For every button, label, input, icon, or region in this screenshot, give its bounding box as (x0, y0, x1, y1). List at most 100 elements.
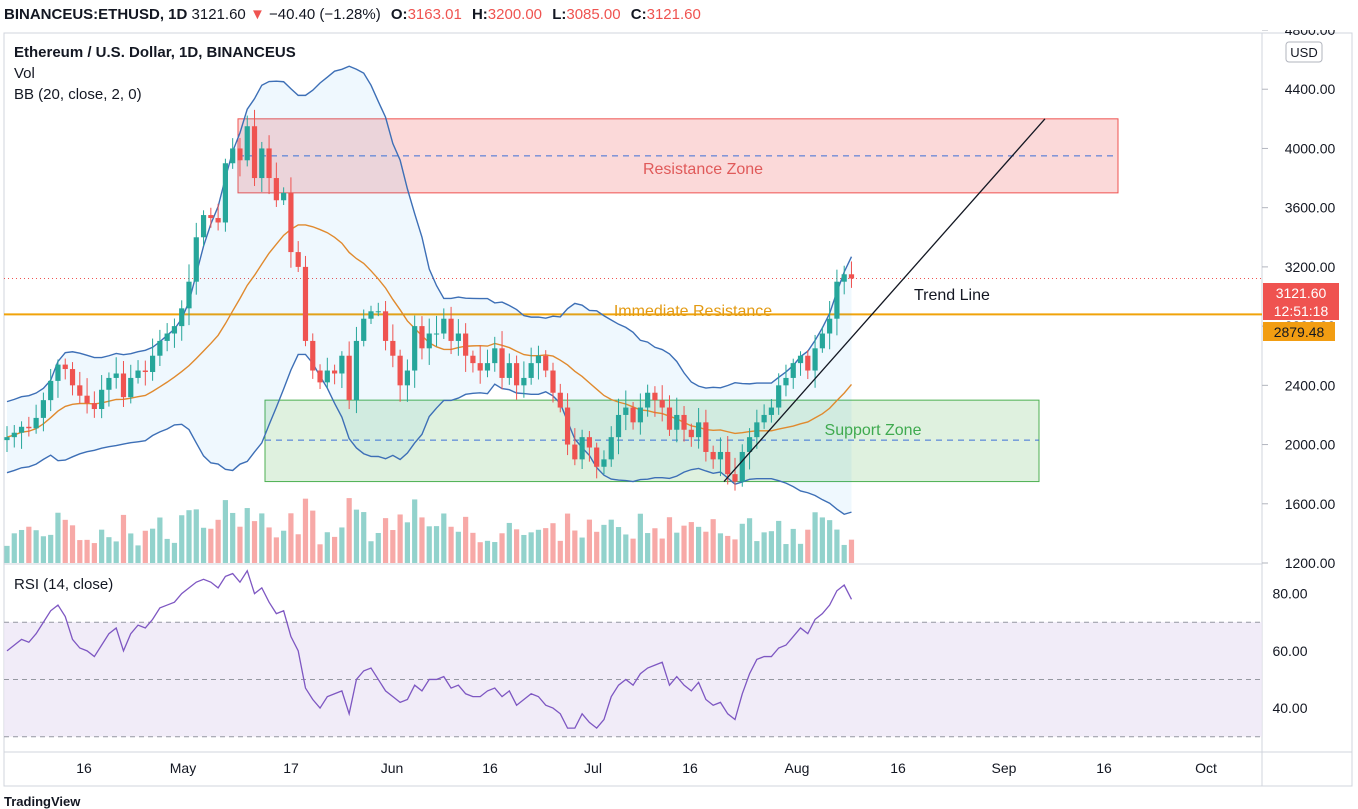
volume-bar (586, 519, 592, 563)
legend-bollinger[interactable]: BB (20, close, 2, 0) (14, 86, 142, 103)
candle-body (652, 392, 658, 401)
volume-bar (579, 537, 585, 563)
candle-body (528, 363, 534, 378)
volume-bar (69, 525, 76, 563)
legend-volume[interactable]: Vol (14, 65, 35, 82)
candle-body (128, 377, 134, 398)
symbol-header: BINANCEUS:ETHUSD, 1D 3121.60 ▼ −40.40 (−… (0, 0, 1358, 30)
volume-bar (572, 530, 578, 563)
volume-bar (790, 528, 796, 563)
resistance-price-tag: 2879.48 (1263, 322, 1335, 341)
candle-body (310, 340, 316, 371)
volume-bar (295, 534, 301, 563)
candle-body (281, 192, 287, 201)
candle-body (725, 451, 731, 475)
volume-bar (361, 512, 367, 563)
volume-bar (171, 542, 178, 563)
candle-body (637, 407, 643, 423)
candle-body (484, 363, 491, 371)
volume-bar (688, 522, 694, 563)
candle-body (317, 370, 323, 383)
volume-bar (652, 528, 658, 563)
volume-bar (841, 544, 847, 563)
volume-bar (135, 545, 141, 563)
volume-bar (215, 519, 221, 563)
volume-bar (142, 530, 148, 563)
volume-bar (84, 539, 90, 563)
price-tick-label: 4400.00 (1285, 81, 1336, 97)
bb-upper (6, 65, 853, 403)
candle-body (441, 318, 447, 334)
volume-bar (681, 525, 687, 563)
main-legend: Ethereum / U.S. Dollar, 1D, BINANCEUS Vo… (14, 42, 296, 105)
candle-body (805, 355, 811, 371)
volume-bar (666, 517, 673, 563)
legend-title[interactable]: Ethereum / U.S. Dollar, 1D, BINANCEUS (14, 44, 296, 61)
low-value: 3085.00 (566, 6, 621, 23)
rsi-legend: RSI (14, close) (14, 574, 113, 595)
drawing-overlays (723, 118, 1046, 483)
candle-body (455, 333, 461, 341)
candle-body (601, 459, 607, 467)
candle-body (120, 373, 127, 398)
volume-bar (797, 543, 804, 563)
candle-body (18, 426, 25, 433)
volume-bar (317, 544, 323, 563)
volume-bar (674, 532, 680, 563)
volume-bar (601, 524, 607, 563)
volume-bar (725, 535, 731, 563)
resistance-price-tag-value: 2879.48 (1274, 324, 1325, 340)
time-tick-label: 17 (283, 760, 299, 776)
candle-body (594, 447, 600, 467)
candle-body (841, 274, 847, 282)
volume-bar (288, 513, 294, 563)
candle-body (390, 340, 396, 356)
candle-body (710, 451, 716, 460)
volume-bar (412, 499, 418, 563)
volume-bar (186, 510, 192, 563)
legend-rsi[interactable]: RSI (14, close) (14, 576, 114, 593)
low-label: L: (552, 6, 567, 23)
immediate-resistance-label: Immediate Resistance (614, 303, 772, 320)
volume-bars (4, 498, 855, 563)
volume-bar (179, 515, 185, 563)
candle-body (91, 403, 97, 410)
volume-bar (659, 538, 665, 563)
rsi-line (6, 569, 853, 730)
currency-badge[interactable]: USD (1285, 41, 1323, 63)
candle-body (790, 363, 796, 378)
candle-body (62, 364, 68, 370)
candle-body (797, 355, 804, 364)
candle-body (150, 355, 156, 373)
candle-body (179, 308, 185, 327)
candle-body (688, 429, 694, 438)
candle-body (171, 326, 178, 334)
candle-body (746, 437, 753, 452)
rsi-band-fill (4, 622, 1262, 737)
volume-bar (696, 526, 702, 563)
candle-body (193, 237, 199, 282)
volume-bar (739, 523, 745, 563)
volume-bar (77, 540, 83, 563)
price-chart[interactable]: 1200.001600.002000.002400.002800.003200.… (0, 30, 1358, 804)
candle-body (404, 370, 410, 386)
candle-body (463, 333, 469, 356)
volume-bar (208, 528, 214, 563)
candle-body (215, 218, 221, 223)
volume-bar (302, 498, 309, 563)
volume-bar (426, 526, 432, 563)
candle-body (674, 414, 680, 430)
symbol-name[interactable]: BINANCEUS:ETHUSD, 1D (4, 6, 188, 23)
volume-bar (353, 509, 360, 563)
volume-bar (55, 512, 61, 563)
candle-body (623, 407, 629, 415)
rsi-tick-label: 80.00 (1272, 586, 1307, 602)
volume-bar (419, 517, 425, 563)
volume-bar (455, 531, 461, 563)
volume-bar (827, 520, 833, 563)
candle-body (266, 148, 272, 179)
rsi-axis: 40.00 60.00 80.00 (1272, 586, 1307, 716)
rsi-series (6, 569, 853, 730)
volume-bar (40, 536, 46, 563)
candle-body (666, 407, 673, 430)
